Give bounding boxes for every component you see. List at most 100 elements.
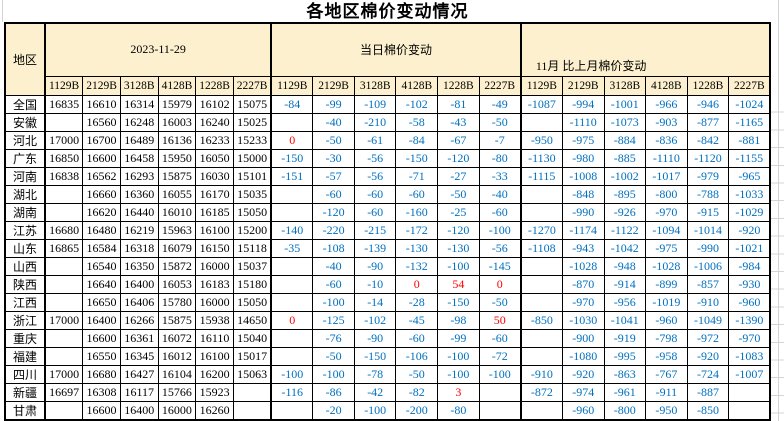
- monthly-change-cell[interactable]: -948: [603, 256, 647, 276]
- region-cell[interactable]: 四川: [4, 364, 46, 384]
- daily-change-cell[interactable]: [270, 112, 314, 132]
- price-cell[interactable]: 16185: [195, 202, 234, 222]
- daily-change-cell[interactable]: -50: [312, 346, 355, 366]
- price-cell[interactable]: 17000: [44, 130, 84, 150]
- monthly-change-cell[interactable]: -885: [603, 148, 647, 168]
- price-cell[interactable]: 15938: [195, 310, 234, 330]
- price-cell[interactable]: 16560: [82, 112, 121, 132]
- daily-change-cell[interactable]: -50: [395, 364, 439, 384]
- monthly-change-cell[interactable]: -965: [728, 166, 771, 186]
- price-cell[interactable]: 16850: [44, 148, 84, 168]
- monthly-change-cell[interactable]: -788: [686, 184, 730, 204]
- daily-change-cell[interactable]: -132: [395, 256, 439, 276]
- monthly-change-cell[interactable]: -1029: [728, 202, 771, 222]
- column-header-2227b[interactable]: 2227B: [728, 75, 771, 96]
- price-cell[interactable]: 16620: [82, 202, 121, 222]
- monthly-change-cell[interactable]: -1120: [686, 148, 730, 168]
- monthly-change-cell[interactable]: [519, 256, 563, 276]
- price-cell[interactable]: 16680: [44, 220, 84, 240]
- daily-change-cell[interactable]: [270, 346, 314, 366]
- column-header-2129b[interactable]: 2129B: [82, 75, 121, 96]
- price-cell[interactable]: [232, 382, 272, 402]
- price-cell[interactable]: 16053: [157, 274, 197, 294]
- price-cell[interactable]: 16550: [82, 346, 121, 366]
- monthly-change-cell[interactable]: -910: [686, 292, 730, 312]
- daily-change-cell[interactable]: -60: [353, 184, 397, 204]
- monthly-change-cell[interactable]: -914: [603, 274, 647, 294]
- daily-change-cell[interactable]: -10: [353, 274, 397, 294]
- monthly-change-cell[interactable]: -767: [645, 364, 688, 384]
- region-cell[interactable]: 全国: [4, 94, 46, 114]
- daily-change-cell[interactable]: [270, 292, 314, 312]
- daily-change-cell[interactable]: -98: [437, 310, 480, 330]
- monthly-change-cell[interactable]: -850: [686, 400, 730, 420]
- monthly-change-cell[interactable]: -975: [645, 238, 688, 258]
- price-cell[interactable]: 16266: [119, 310, 159, 330]
- price-cell[interactable]: 16102: [195, 94, 234, 114]
- monthly-change-cell[interactable]: -961: [603, 382, 647, 402]
- daily-change-cell[interactable]: -56: [478, 238, 522, 258]
- region-cell[interactable]: 江苏: [4, 220, 46, 240]
- monthly-change-cell[interactable]: -958: [645, 346, 688, 366]
- daily-change-cell[interactable]: -56: [353, 148, 397, 168]
- monthly-change-cell[interactable]: -1024: [728, 94, 771, 114]
- monthly-change-cell[interactable]: -850: [519, 310, 563, 330]
- price-cell[interactable]: 16150: [195, 238, 234, 258]
- region-cell[interactable]: 湖南: [4, 202, 46, 222]
- price-cell[interactable]: [44, 400, 84, 420]
- daily-change-cell[interactable]: 50: [478, 310, 522, 330]
- monthly-change-cell[interactable]: -1094: [645, 220, 688, 240]
- daily-change-cell[interactable]: -67: [437, 130, 480, 150]
- price-cell[interactable]: 16650: [82, 292, 121, 312]
- price-cell[interactable]: 17000: [44, 310, 84, 330]
- monthly-change-cell[interactable]: -956: [603, 292, 647, 312]
- price-cell[interactable]: 16480: [82, 220, 121, 240]
- daily-change-cell[interactable]: -150: [437, 292, 480, 312]
- price-cell[interactable]: 16835: [44, 94, 84, 114]
- price-cell[interactable]: 16030: [195, 166, 234, 186]
- daily-change-cell[interactable]: 0: [478, 274, 522, 294]
- price-cell[interactable]: 16050: [195, 148, 234, 168]
- price-cell[interactable]: [44, 112, 84, 132]
- monthly-change-cell[interactable]: -966: [645, 94, 688, 114]
- daily-change-cell[interactable]: -220: [312, 220, 355, 240]
- price-cell[interactable]: 16170: [195, 184, 234, 204]
- price-cell[interactable]: 16427: [119, 364, 159, 384]
- daily-change-cell[interactable]: -28: [395, 292, 439, 312]
- monthly-change-cell[interactable]: -887: [686, 382, 730, 402]
- price-cell[interactable]: 15180: [232, 274, 272, 294]
- daily-change-cell[interactable]: -100: [270, 364, 314, 384]
- price-cell[interactable]: 15101: [232, 166, 272, 186]
- price-cell[interactable]: 16458: [119, 148, 159, 168]
- daily-change-cell[interactable]: -150: [395, 148, 439, 168]
- price-cell[interactable]: 16350: [119, 256, 159, 276]
- monthly-change-cell[interactable]: -1110: [561, 112, 605, 132]
- daily-change-cell[interactable]: [270, 256, 314, 276]
- monthly-change-cell[interactable]: [519, 184, 563, 204]
- daily-change-cell[interactable]: -60: [312, 274, 355, 294]
- price-cell[interactable]: 16697: [44, 382, 84, 402]
- price-cell[interactable]: 16680: [82, 364, 121, 384]
- monthly-change-cell[interactable]: -1041: [603, 310, 647, 330]
- price-cell[interactable]: 16400: [119, 274, 159, 294]
- daily-change-cell[interactable]: -76: [312, 328, 355, 348]
- daily-change-cell[interactable]: -80: [478, 148, 522, 168]
- price-cell[interactable]: 15037: [232, 256, 272, 276]
- region-cell[interactable]: 河南: [4, 166, 46, 186]
- column-header-4128b[interactable]: 4128B: [645, 75, 688, 96]
- region-cell[interactable]: 湖北: [4, 184, 46, 204]
- monthly-change-cell[interactable]: -1049: [686, 310, 730, 330]
- daily-change-cell[interactable]: -43: [437, 112, 480, 132]
- column-header-1228b[interactable]: 1228B: [437, 75, 480, 96]
- monthly-change-cell[interactable]: -1390: [728, 310, 771, 330]
- daily-change-cell[interactable]: -100: [353, 400, 397, 420]
- monthly-change-cell[interactable]: -1087: [519, 94, 563, 114]
- price-cell[interactable]: 16660: [82, 184, 121, 204]
- monthly-change-cell[interactable]: -1007: [728, 364, 771, 384]
- column-header-3128b[interactable]: 3128B: [353, 75, 397, 96]
- monthly-change-cell[interactable]: -1008: [561, 166, 605, 186]
- daily-change-cell[interactable]: -120: [437, 220, 480, 240]
- daily-change-cell[interactable]: -71: [395, 166, 439, 186]
- price-cell[interactable]: 16360: [119, 184, 159, 204]
- daily-change-cell[interactable]: -57: [312, 166, 355, 186]
